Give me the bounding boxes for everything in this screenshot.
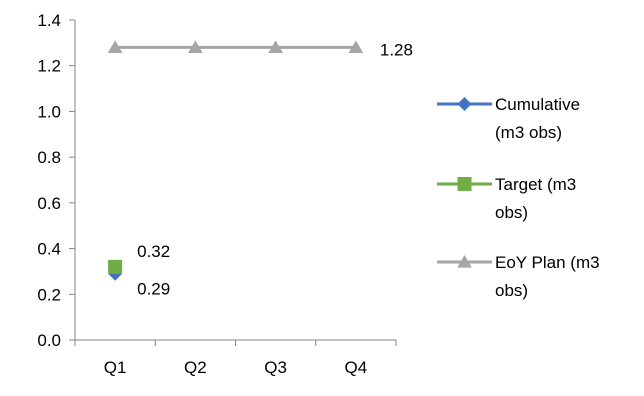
y-tick-label: 0.6 xyxy=(37,194,61,213)
series-1 xyxy=(108,259,123,274)
legend-label: obs) xyxy=(495,203,528,222)
data-point xyxy=(107,40,123,54)
data-point xyxy=(188,40,203,54)
x-tick-label: Q3 xyxy=(264,358,287,377)
axes: 0.0 0.2 0.4 0.6 0.8 1.0 1.2 1.4 Q1 Q2 Q3 Q4 xyxy=(37,11,397,377)
y-tick-label: 0.2 xyxy=(37,285,61,304)
legend-label: (m3 obs) xyxy=(495,123,562,142)
y-tick-label: 1.0 xyxy=(37,102,61,121)
legend-label: obs) xyxy=(495,281,528,300)
series-layer xyxy=(107,40,364,281)
legend-label: Cumulative xyxy=(495,95,580,114)
series-2 xyxy=(107,40,364,54)
data-point xyxy=(108,259,123,274)
y-tick-label: 0.8 xyxy=(37,148,61,167)
legend-marker xyxy=(457,97,472,111)
data-labels: 0.29 0.32 1.28 xyxy=(137,40,413,298)
legend-entry-2: EoY Plan (m3 obs) xyxy=(437,253,600,300)
data-label: 1.28 xyxy=(380,40,413,59)
legend-label: EoY Plan (m3 xyxy=(495,253,600,272)
x-tick-label: Q1 xyxy=(104,358,127,377)
y-tick-label: 1.2 xyxy=(37,57,61,76)
data-label: 0.29 xyxy=(137,280,170,299)
y-tick-label: 0.0 xyxy=(37,331,61,350)
x-tick-label: Q4 xyxy=(345,358,368,377)
legend-entry-0: Cumulative (m3 obs) xyxy=(437,95,580,142)
data-label: 0.32 xyxy=(137,242,170,261)
y-tick-label: 0.4 xyxy=(37,240,61,259)
legend-marker xyxy=(457,177,472,191)
legend-marker xyxy=(457,255,472,268)
y-tick-label: 1.4 xyxy=(37,11,61,30)
legend-label: Target (m3 xyxy=(495,175,576,194)
legend-entry-1: Target (m3 obs) xyxy=(437,175,576,222)
data-point xyxy=(268,40,283,54)
x-tick-label: Q2 xyxy=(184,358,207,377)
data-point xyxy=(348,40,364,54)
